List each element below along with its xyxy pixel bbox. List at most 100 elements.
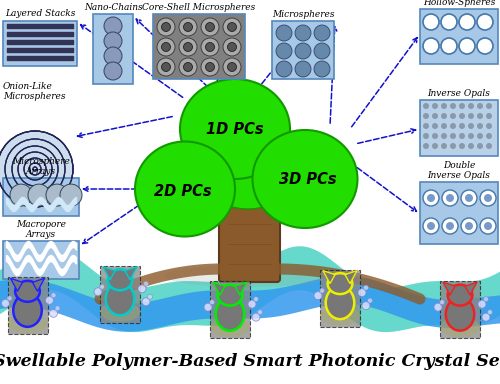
Circle shape: [252, 313, 260, 321]
Circle shape: [468, 133, 474, 139]
Ellipse shape: [216, 298, 244, 331]
Ellipse shape: [252, 130, 358, 228]
Circle shape: [142, 298, 150, 306]
Circle shape: [206, 23, 214, 31]
Circle shape: [450, 123, 456, 129]
Ellipse shape: [135, 141, 235, 237]
Ellipse shape: [164, 265, 334, 287]
Circle shape: [488, 310, 492, 314]
Circle shape: [228, 43, 236, 51]
FancyBboxPatch shape: [3, 241, 79, 279]
Circle shape: [484, 222, 492, 230]
Text: Low-Swellable Polymer-Based Smart Photonic Crystal Sensors: Low-Swellable Polymer-Based Smart Photon…: [0, 354, 500, 371]
Circle shape: [179, 58, 197, 76]
Circle shape: [450, 133, 456, 139]
Polygon shape: [323, 271, 335, 284]
FancyBboxPatch shape: [153, 14, 245, 79]
Ellipse shape: [328, 273, 352, 294]
FancyBboxPatch shape: [420, 182, 498, 244]
Circle shape: [459, 38, 475, 54]
Circle shape: [157, 58, 175, 76]
Ellipse shape: [440, 317, 480, 337]
Circle shape: [441, 103, 447, 109]
FancyBboxPatch shape: [219, 131, 280, 282]
Circle shape: [432, 113, 438, 119]
Circle shape: [478, 300, 486, 308]
Circle shape: [157, 18, 175, 36]
FancyBboxPatch shape: [320, 270, 360, 327]
Circle shape: [258, 310, 262, 314]
Circle shape: [459, 103, 465, 109]
Circle shape: [423, 218, 439, 234]
Circle shape: [358, 289, 366, 296]
Circle shape: [441, 14, 457, 30]
Text: Nano-Chains: Nano-Chains: [84, 3, 142, 12]
Circle shape: [441, 113, 447, 119]
Ellipse shape: [218, 285, 242, 306]
Text: Inverse Opals: Inverse Opals: [428, 89, 490, 98]
Circle shape: [432, 143, 438, 149]
Circle shape: [314, 61, 330, 77]
Circle shape: [201, 58, 219, 76]
Ellipse shape: [320, 306, 360, 326]
Circle shape: [10, 184, 32, 206]
Circle shape: [46, 184, 68, 206]
Ellipse shape: [210, 317, 250, 337]
Circle shape: [51, 293, 56, 298]
Circle shape: [423, 133, 429, 139]
Circle shape: [295, 25, 311, 41]
FancyBboxPatch shape: [420, 9, 498, 64]
Polygon shape: [443, 282, 455, 295]
Text: Hollow-Spheres: Hollow-Spheres: [423, 0, 495, 7]
FancyBboxPatch shape: [3, 21, 77, 66]
Circle shape: [432, 123, 438, 129]
Circle shape: [442, 218, 458, 234]
Text: Double
Inverse Opals: Double Inverse Opals: [428, 161, 490, 180]
Circle shape: [144, 281, 148, 286]
Circle shape: [477, 113, 483, 119]
Circle shape: [441, 133, 447, 139]
Circle shape: [480, 218, 496, 234]
Circle shape: [434, 303, 442, 311]
FancyBboxPatch shape: [3, 178, 79, 216]
Circle shape: [162, 63, 170, 71]
Ellipse shape: [13, 294, 42, 327]
Circle shape: [104, 32, 122, 50]
Ellipse shape: [180, 79, 290, 179]
Polygon shape: [235, 282, 247, 295]
Circle shape: [468, 103, 474, 109]
Circle shape: [228, 63, 236, 71]
Circle shape: [210, 300, 214, 305]
Circle shape: [468, 113, 474, 119]
Circle shape: [206, 63, 214, 71]
Text: Layered Stacks: Layered Stacks: [5, 9, 75, 18]
Circle shape: [450, 103, 456, 109]
Circle shape: [228, 23, 236, 31]
Polygon shape: [465, 282, 477, 295]
Circle shape: [480, 190, 496, 206]
Circle shape: [461, 218, 477, 234]
Circle shape: [477, 123, 483, 129]
Circle shape: [60, 184, 82, 206]
Circle shape: [427, 222, 435, 230]
Circle shape: [486, 103, 492, 109]
Circle shape: [254, 297, 258, 302]
Circle shape: [484, 194, 492, 202]
Circle shape: [442, 190, 458, 206]
Circle shape: [55, 306, 60, 311]
Circle shape: [276, 61, 292, 77]
Circle shape: [477, 143, 483, 149]
Ellipse shape: [106, 282, 134, 315]
Circle shape: [459, 123, 465, 129]
Circle shape: [459, 14, 475, 30]
Circle shape: [484, 297, 488, 302]
Circle shape: [94, 288, 102, 296]
Text: Core-Shell Microspheres: Core-Shell Microspheres: [142, 3, 256, 12]
Circle shape: [314, 291, 322, 300]
Text: 2D PCs: 2D PCs: [154, 184, 212, 199]
Circle shape: [50, 310, 58, 317]
Polygon shape: [10, 278, 22, 291]
Ellipse shape: [446, 298, 474, 331]
Circle shape: [148, 294, 152, 299]
Circle shape: [223, 38, 241, 56]
